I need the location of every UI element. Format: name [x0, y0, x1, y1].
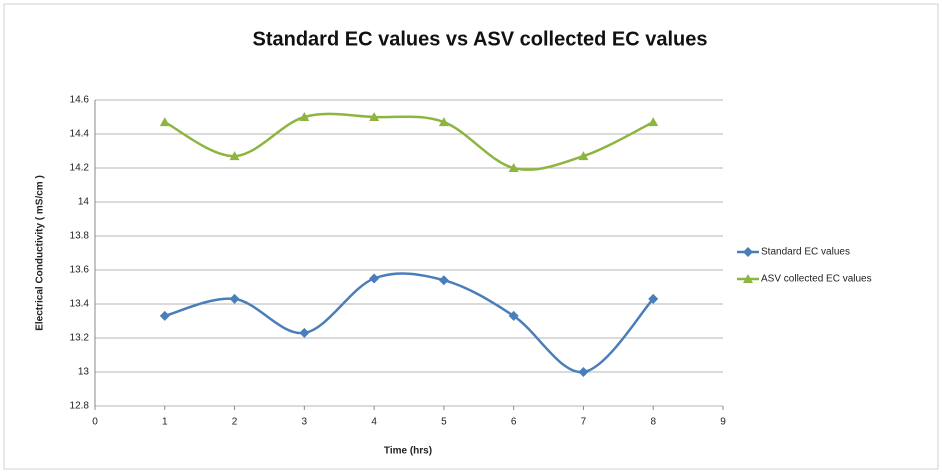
- x-tick-label: 6: [511, 417, 517, 428]
- x-tick-label: 7: [581, 417, 587, 428]
- point: [438, 117, 449, 127]
- point: [229, 293, 240, 304]
- x-axis-title: Time (hrs): [384, 446, 432, 457]
- y-tick-label: 14.6: [70, 95, 90, 106]
- point: [159, 310, 170, 321]
- point: [648, 117, 659, 127]
- legend-label: Standard EC values: [761, 247, 850, 258]
- point: [508, 163, 519, 172]
- point: [648, 293, 659, 304]
- y-tick-label: 13.6: [70, 265, 90, 276]
- x-tick-label: 9: [720, 417, 726, 428]
- x-tick-label: 8: [650, 417, 656, 428]
- y-tick-label: 14: [78, 197, 90, 208]
- y-tick-label: 13.8: [70, 231, 90, 242]
- point: [578, 367, 589, 377]
- point: [438, 275, 449, 286]
- chart-title: Standard EC values vs ASV collected EC v…: [253, 28, 708, 50]
- y-tick-label: 12.8: [70, 401, 90, 412]
- y-tick-label: 13.4: [70, 299, 90, 310]
- y-tick-label: 14.4: [70, 129, 90, 140]
- legend-label: ASV collected EC values: [761, 274, 872, 285]
- point: [369, 112, 380, 121]
- x-tick-label: 2: [232, 417, 238, 428]
- x-tick-label: 0: [92, 417, 98, 428]
- point: [229, 151, 240, 161]
- point: [578, 151, 589, 161]
- legend-marker: [743, 247, 753, 257]
- point: [299, 327, 310, 338]
- y-tick-label: 13.2: [70, 333, 90, 344]
- x-tick-label: 1: [162, 417, 168, 428]
- x-tick-label: 3: [302, 417, 308, 428]
- y-tick-label: 13: [78, 367, 90, 378]
- legend-marker: [743, 274, 753, 283]
- point: [369, 273, 380, 284]
- x-tick-label: 4: [371, 417, 377, 428]
- point: [508, 310, 519, 321]
- y-tick-label: 14.2: [70, 163, 90, 174]
- y-axis-title: Electrical Conductivity ( mS/cm ): [35, 175, 46, 331]
- x-tick-label: 5: [441, 417, 447, 428]
- point: [299, 112, 310, 121]
- point: [159, 117, 170, 127]
